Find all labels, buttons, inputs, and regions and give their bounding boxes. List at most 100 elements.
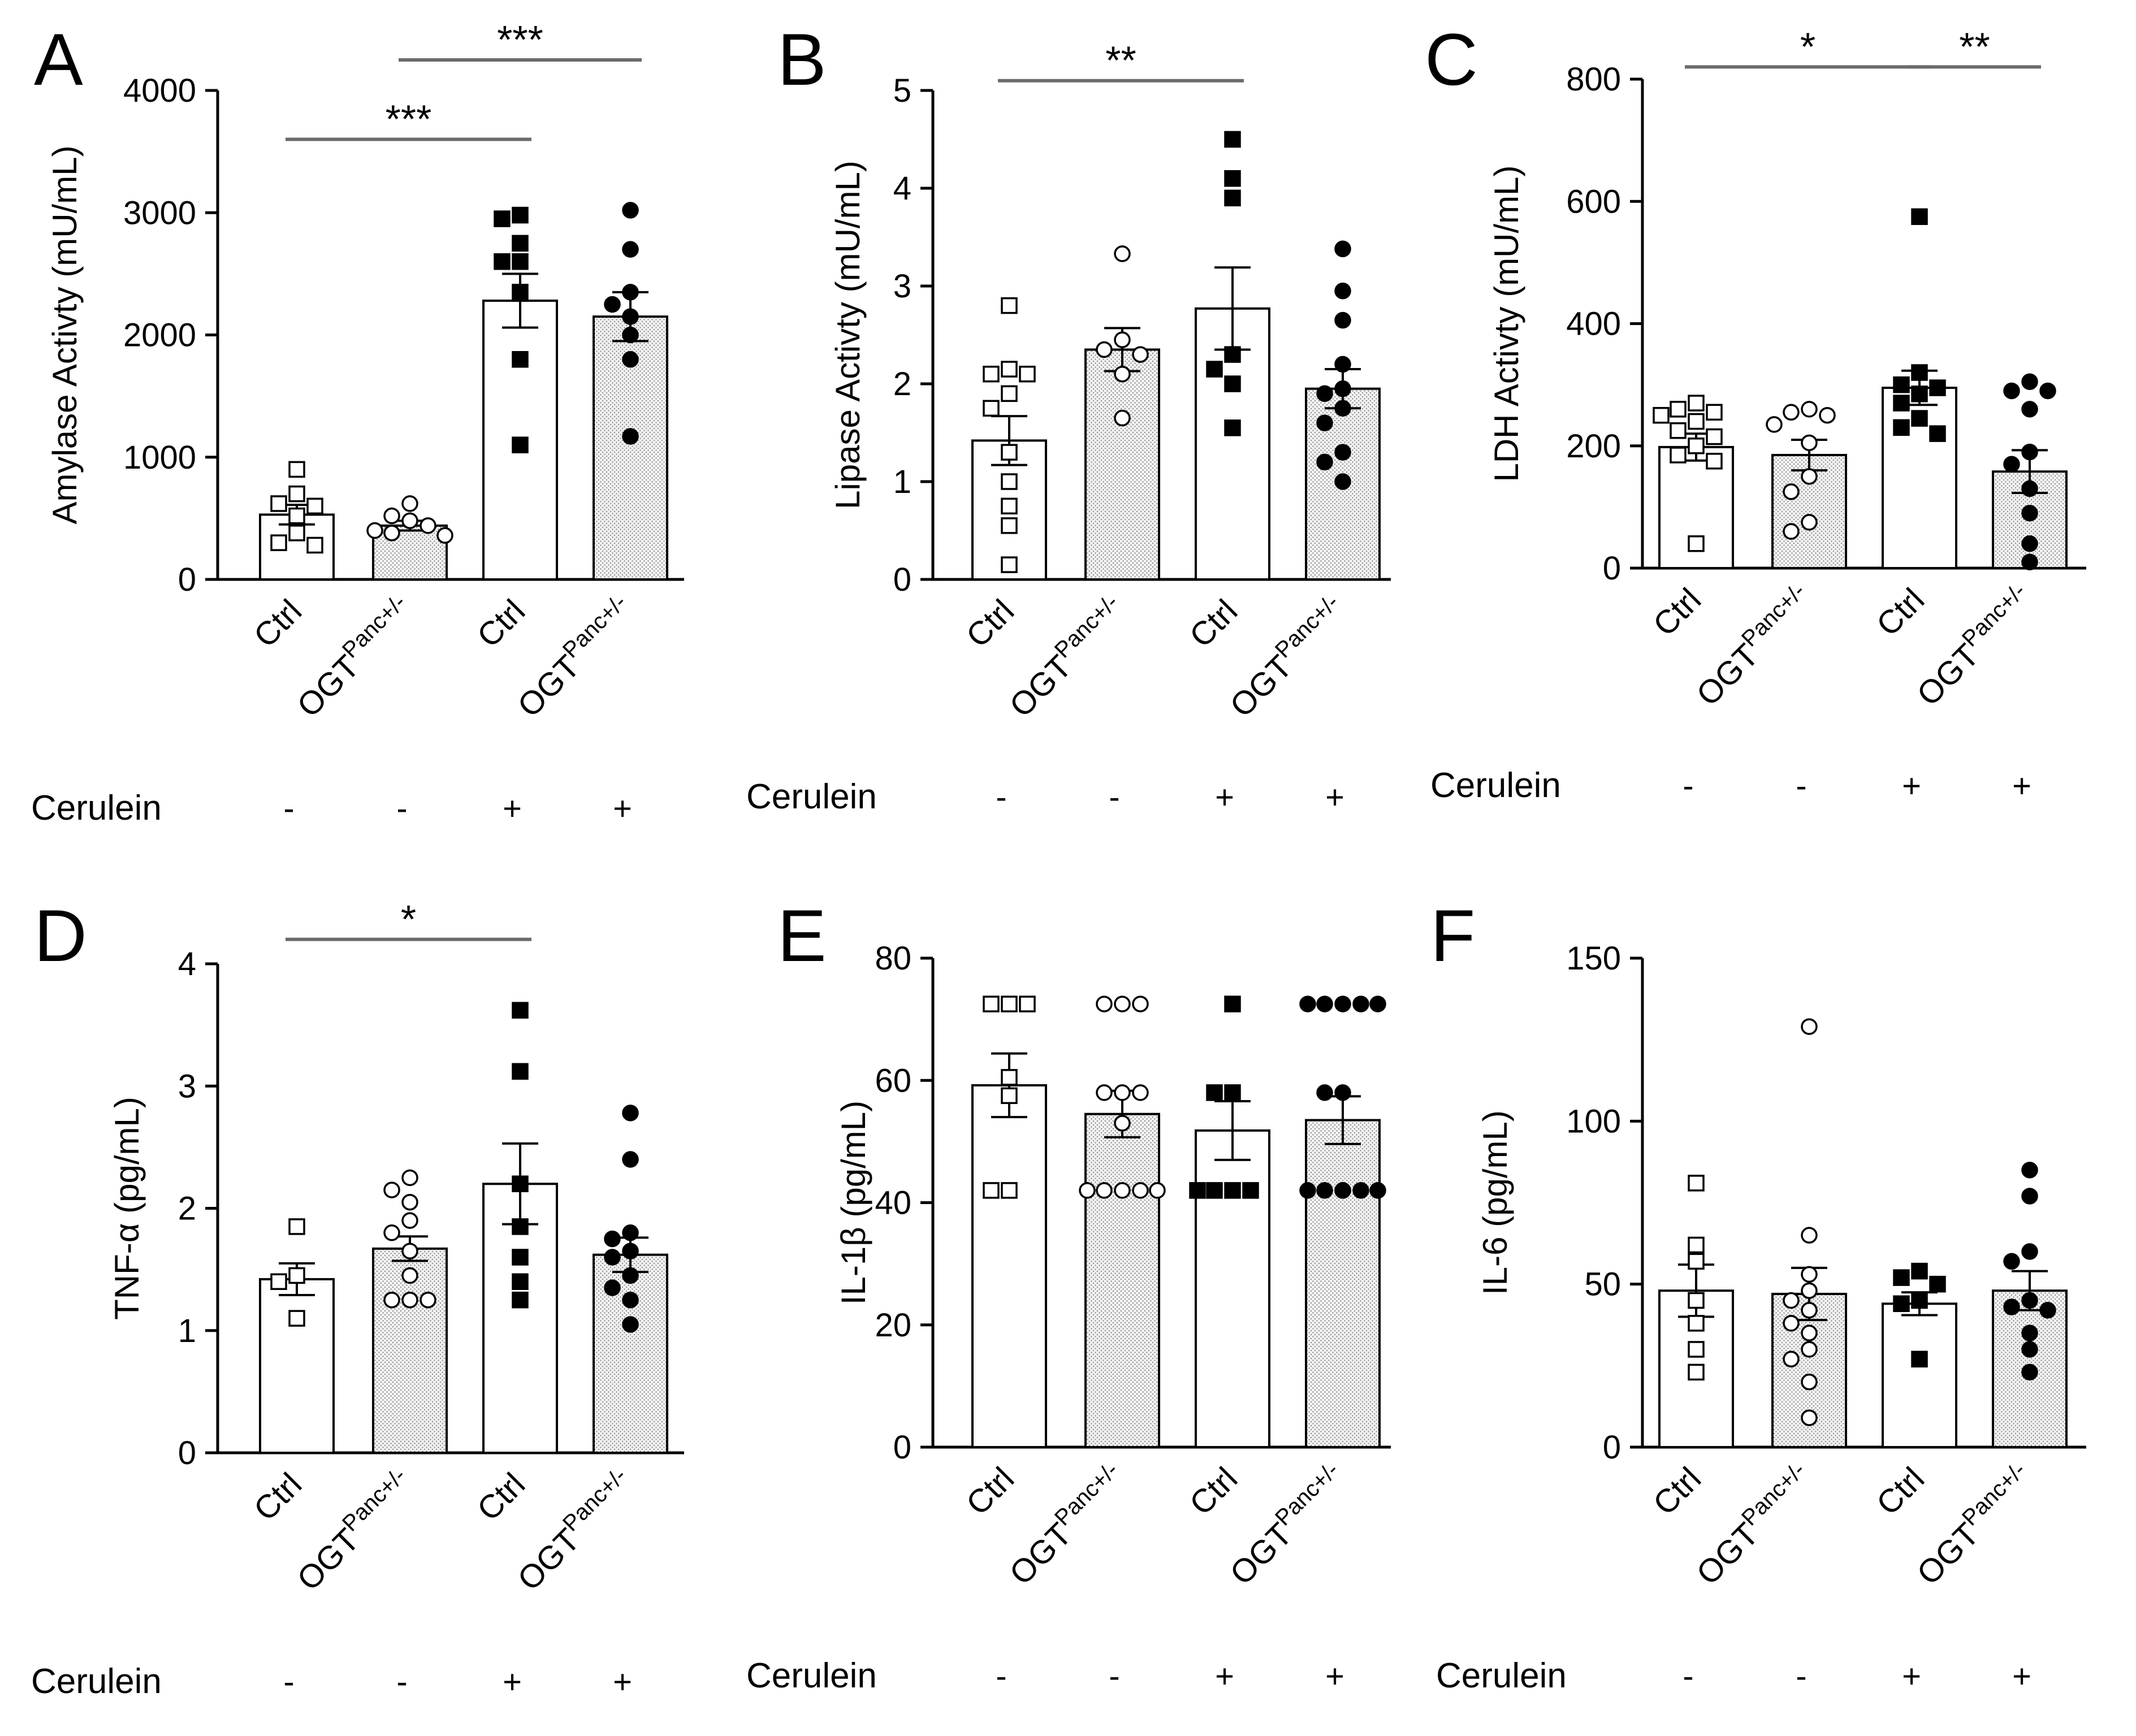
data-point-square [512,206,529,224]
bar [1305,1119,1381,1448]
data-point-circle [1801,434,1818,452]
panel-letter: E [777,894,827,977]
data-point-circle [1316,414,1333,431]
data-point-circle [1316,385,1333,402]
cerulein-mark: - [1109,1658,1119,1695]
data-point-circle [1352,1182,1369,1199]
y-tick-label: 1 [178,1313,196,1349]
data-point-circle [2021,1363,2038,1381]
category-label: OGTPanc+/- [1220,590,1355,724]
data-point-square [512,235,529,252]
data-point-circle [1334,1084,1351,1101]
cerulein-label: Cerulein [746,1656,877,1695]
data-point-circle [420,517,436,534]
category-label: Ctrl [1646,581,1708,643]
data-point-square [1224,419,1241,436]
data-point-circle [2003,1253,2020,1270]
category-name: Ctrl [959,592,1021,655]
data-point-square [1670,447,1687,464]
data-point-square [270,1273,287,1290]
bar [259,1278,335,1454]
cerulein-label: Cerulein [31,789,162,828]
cerulein-mark: + [1902,768,1921,804]
y-tick-label: 150 [1566,940,1621,977]
data-point-circle [1316,1182,1333,1199]
y-axis-label: IL-1β (pg/mL) [834,1101,872,1305]
data-point-circle [622,1105,639,1122]
y-tick-label: 400 [1566,306,1621,343]
data-point-circle [1334,473,1351,490]
category-name: Ctrl [1869,1460,1931,1522]
data-point-circle [622,202,639,219]
y-tick-label: 2000 [123,317,196,354]
data-point-square [288,1267,305,1284]
data-point-circle [622,1316,639,1333]
data-point-square [1670,422,1687,439]
data-point-square [1019,365,1036,383]
data-point-square [1688,413,1705,430]
data-point-circle [401,495,418,512]
data-point-circle [1334,240,1351,258]
category-superscript: Panc+/- [1737,578,1810,651]
data-point-square [1688,1315,1705,1332]
cerulein-mark: - [1109,779,1119,816]
data-point-circle [1316,1084,1333,1101]
category-label: OGTPanc+/- [1220,1457,1355,1592]
data-point-circle [1801,1324,1818,1341]
cerulein-mark: - [1796,1658,1806,1695]
data-point-square [1670,401,1687,418]
data-point-square [1706,428,1723,445]
data-point-circle [2039,382,2056,400]
data-point-square [1224,170,1241,187]
data-point-circle [2021,1324,2038,1341]
data-point-circle [1114,1115,1131,1132]
data-point-circle [1801,1227,1818,1244]
category-name: Ctrl [1869,581,1931,643]
significance-label: ** [1959,24,1990,68]
panel-letter: D [34,894,87,977]
y-axis-label: Amylase Activty (mU/mL) [46,145,84,524]
bar [1771,453,1847,569]
data-point-square [270,534,287,551]
category-label: Ctrl [247,1466,309,1528]
cerulein-mark: + [2012,768,2031,804]
data-point-square [1911,410,1928,427]
category-label: Ctrl [247,592,309,655]
data-point-circle [1299,1182,1316,1199]
data-point-square [1224,1084,1241,1101]
cerulein-label: Cerulein [1436,1656,1567,1695]
data-point-square [1911,1350,1928,1368]
data-point-circle [622,1267,639,1284]
category-label: OGTPanc+/- [1907,1457,2042,1592]
panel-C: C 0 200 400 600 800 LDH Activty (mU/mL) Ctrl - OG… [1425,18,2086,805]
y-tick-label: 60 [875,1062,911,1099]
data-point-circle [401,1169,418,1187]
y-axis-label: IL-6 (pg/mL) [1476,1110,1514,1295]
data-point-circle [604,1249,621,1266]
data-point-square [1242,1182,1259,1199]
data-point-square [1893,1269,1910,1286]
cerulein-mark: + [613,790,632,827]
data-point-square [288,1310,305,1327]
cerulein-label: Cerulein [31,1662,162,1701]
data-point-square [512,351,529,368]
data-point-circle [622,326,639,344]
cerulein-mark: - [283,1664,294,1700]
y-tick-label: 40 [875,1185,911,1222]
category-label: Ctrl [1182,1460,1244,1522]
data-point-square [1911,1292,1928,1309]
data-point-circle [1132,1084,1149,1101]
data-point-circle [1369,1182,1386,1199]
y-tick-label: 800 [1566,61,1621,98]
category-label: Ctrl [959,592,1021,655]
cerulein-label: Cerulein [1430,766,1561,805]
bar [1084,348,1160,581]
data-point-circle [1114,331,1131,348]
data-point-square [1688,1292,1705,1309]
data-point-circle [2039,1302,2056,1319]
category-name: Ctrl [1646,581,1708,643]
data-point-square [1706,404,1723,421]
data-point-circle [2021,480,2038,497]
data-point-circle [622,428,639,445]
data-point-circle [401,1291,418,1309]
